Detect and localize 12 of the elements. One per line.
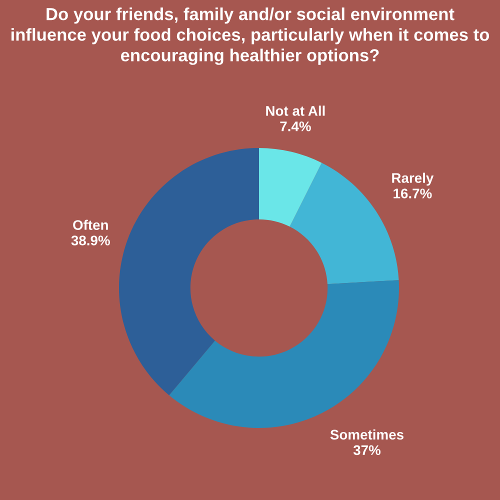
data-label: 16.7% <box>394 188 432 198</box>
data-label: 38.9% <box>71 236 110 246</box>
data-label: 7.4% <box>280 122 311 132</box>
donut-slice <box>169 280 399 428</box>
slice-label: Rarely <box>392 172 434 186</box>
slice-label: Often <box>73 220 108 230</box>
chart-title: Do your friends, family and/or social environment influence your food choices, particularly when it comes to encouraging healthier options? <box>12 8 490 65</box>
donut-slice <box>259 148 322 227</box>
data-label: 37% <box>353 445 381 456</box>
slice-label: Sometimes <box>330 429 404 440</box>
donut-slice <box>119 148 259 396</box>
slice-label: Not at All <box>266 106 325 116</box>
